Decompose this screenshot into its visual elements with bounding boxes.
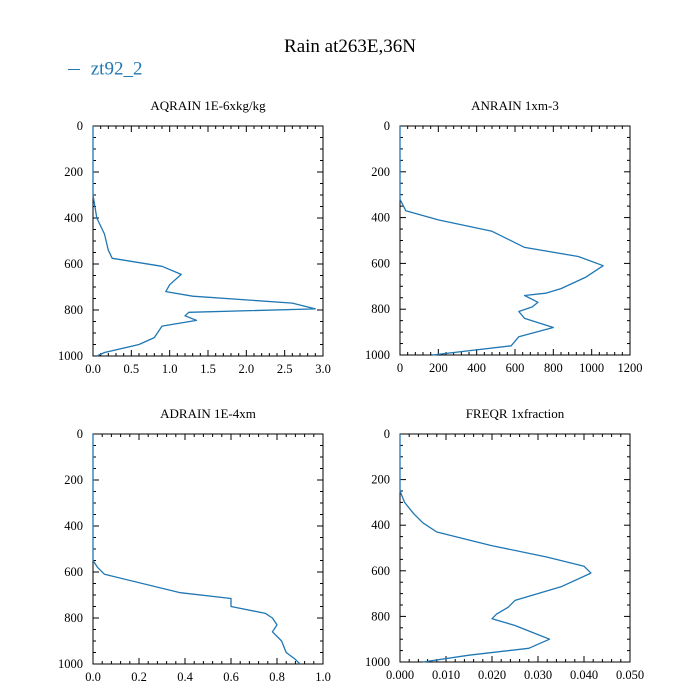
x-tick-label-1-3: 600 [506,361,525,375]
x-tick-label-1-5: 1000 [579,361,604,375]
x-tick-label-1-0: 0 [397,361,403,375]
series-line-0-0 [92,126,316,357]
y-tick-label-1-5: 1000 [365,348,390,362]
x-tick-label-2-2: 0.4 [177,670,193,684]
x-tick-label-0-4: 2.0 [239,362,255,376]
x-tick-label-3-1: 0.010 [432,668,460,682]
series-line-3-0 [399,434,592,663]
plot-frame-2 [92,433,324,665]
plot-frame-0 [92,125,324,357]
y-tick-label-2-2: 400 [64,519,83,533]
x-tick-label-3-0: 0.000 [386,668,414,682]
x-tick-label-2-1: 0.2 [131,670,147,684]
y-tick-label-3-3: 600 [371,564,390,578]
y-tick-label-0-4: 800 [64,303,83,317]
y-tick-label-1-1: 200 [371,165,390,179]
x-tick-label-2-3: 0.6 [223,670,239,684]
y-tick-label-0-5: 1000 [58,349,83,363]
legend-line-swatch [68,69,80,71]
y-tick-label-2-5: 1000 [58,657,83,671]
x-tick-label-1-2: 400 [467,361,486,375]
y-tick-label-2-3: 600 [64,565,83,579]
series-line-1-0 [399,126,604,356]
y-tick-label-1-0: 0 [384,119,390,133]
panel-title-1: ANRAIN 1xm-3 [471,98,559,113]
x-tick-label-0-2: 1.0 [162,362,178,376]
x-tick-label-3-4: 0.040 [570,668,598,682]
x-tick-label-3-2: 0.020 [478,668,506,682]
y-tick-label-0-1: 200 [64,165,83,179]
x-tick-label-0-5: 2.5 [277,362,293,376]
y-tick-label-0-3: 600 [64,257,83,271]
x-tick-label-2-5: 1.0 [315,670,331,684]
legend-label: zt92_2 [90,58,143,80]
x-tick-label-1-6: 1200 [618,361,643,375]
plot-frame-1 [399,125,631,356]
y-tick-label-2-1: 200 [64,473,83,487]
x-tick-label-3-5: 0.050 [616,668,644,682]
y-tick-label-2-0: 0 [77,427,83,441]
x-tick-label-2-0: 0.0 [85,670,101,684]
y-tick-label-2-4: 800 [64,611,83,625]
x-tick-label-3-3: 0.030 [524,668,552,682]
y-tick-label-1-2: 400 [371,211,390,225]
y-tick-label-1-4: 800 [371,302,390,316]
x-tick-label-1-4: 800 [544,361,563,375]
y-tick-label-3-0: 0 [384,427,390,441]
x-tick-label-0-0: 0.0 [85,362,101,376]
panel-title-2: ADRAIN 1E-4xm [160,406,256,421]
panel-title-3: FREQR 1xfraction [466,406,565,421]
x-tick-label-2-4: 0.8 [269,670,285,684]
y-tick-label-3-2: 400 [371,518,390,532]
y-tick-label-0-2: 400 [64,211,83,225]
chart-title: Rain at263E,36N [284,36,416,57]
panel-title-0: AQRAIN 1E-6xkg/kg [150,98,266,113]
y-tick-label-1-3: 600 [371,256,390,270]
x-tick-label-0-1: 0.5 [124,362,140,376]
plot-frame-3 [399,433,631,663]
y-tick-label-3-5: 1000 [365,655,390,669]
x-tick-label-0-6: 3.0 [315,362,331,376]
legend: zt92_2 [68,58,142,81]
y-tick-label-3-1: 200 [371,473,390,487]
y-tick-label-3-4: 800 [371,609,390,623]
y-tick-label-0-0: 0 [77,119,83,133]
x-tick-label-1-1: 200 [429,361,448,375]
series-line-2-0 [92,434,301,665]
x-tick-label-0-3: 1.5 [200,362,216,376]
